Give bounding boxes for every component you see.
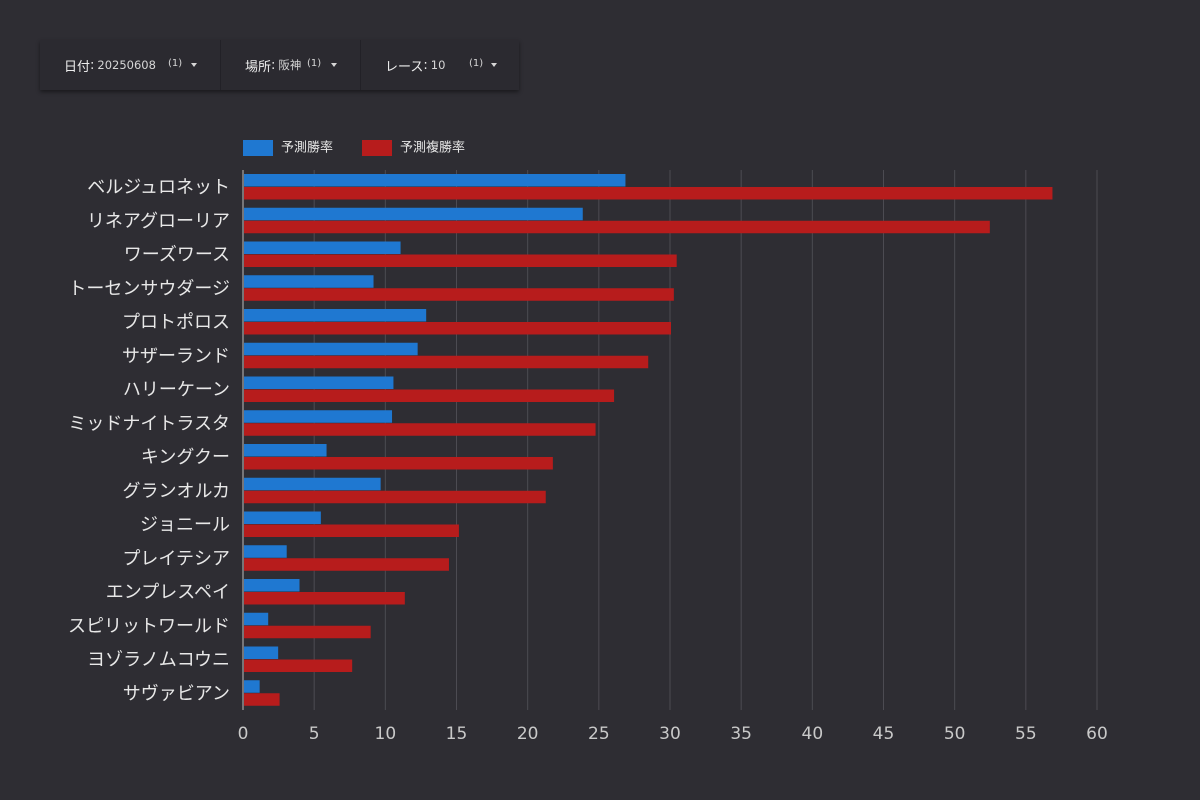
bar-win-rate [244, 275, 374, 288]
category-label: スピリットワールド [68, 616, 230, 637]
x-tick-label: 30 [659, 724, 681, 744]
category-label: リネアグローリア [87, 211, 230, 232]
x-tick-label: 50 [944, 724, 966, 744]
bar-win-rate [244, 342, 418, 356]
filter-race-count: (1) [469, 58, 484, 69]
filter-place-colon: : [271, 57, 276, 73]
bar-place-rate [244, 457, 553, 470]
filter-race-colon: : [423, 57, 428, 73]
bar-place-rate [244, 355, 649, 369]
bar-place-rate [244, 693, 280, 706]
filter-race-dropdown[interactable]: レース: 10 (1) [361, 40, 519, 90]
bar-win-rate [244, 207, 583, 221]
legend-label: 予測複勝率 [400, 140, 465, 156]
category-label: ベルジュロネット [87, 177, 230, 198]
filter-race-label: レース [385, 59, 424, 75]
legend-label: 予測勝率 [281, 140, 333, 156]
x-tick-label: 55 [1015, 724, 1037, 744]
category-label: ハリーケーン [123, 380, 230, 401]
bar-place-rate [244, 625, 371, 639]
x-tick-label: 60 [1086, 724, 1108, 744]
x-tick-label: 35 [730, 724, 752, 744]
bar-win-rate [244, 309, 427, 322]
category-label: ジョニール [140, 515, 230, 536]
x-tick-label: 20 [517, 724, 539, 744]
x-tick-label: 15 [446, 724, 468, 744]
bar-win-rate [244, 579, 300, 592]
bar-win-rate [244, 680, 260, 693]
x-tick-label: 40 [802, 724, 824, 744]
legend-swatch [362, 140, 392, 156]
bar-place-rate [244, 187, 1053, 200]
filter-place-dropdown[interactable]: 場所: 阪神 (1) [221, 40, 361, 90]
chevron-down-icon[interactable] [191, 63, 197, 67]
bar-place-rate [244, 288, 674, 301]
category-label: サヴァビアン [123, 683, 230, 704]
bar-place-rate [244, 592, 405, 605]
filter-date-count: (1) [168, 58, 183, 69]
bar-place-rate [244, 558, 449, 571]
bar-place-rate [244, 423, 596, 436]
x-tick-label: 25 [588, 724, 610, 744]
category-label: エンプレスペイ [106, 582, 230, 603]
filter-place-label: 場所 [245, 59, 272, 75]
bar-place-rate [244, 490, 546, 504]
bar-win-rate [244, 612, 269, 626]
chevron-down-icon[interactable] [491, 63, 497, 67]
category-label: トーセンサウダージ [68, 278, 230, 299]
bar-place-rate [244, 220, 990, 234]
bar-win-rate [244, 511, 321, 524]
bar-win-rate [244, 646, 279, 659]
bar-win-rate [244, 444, 327, 457]
filter-date-label: 日付 [64, 59, 91, 75]
bar-win-rate [244, 376, 394, 389]
category-label: ヨゾラノムコウニ [87, 650, 230, 671]
filter-bar: 日付: 20250608 (1) 場所: 阪神 (1) レース: 10 (1) [40, 40, 519, 90]
bar-place-rate [244, 389, 615, 402]
bar-win-rate [244, 477, 381, 491]
filter-date-value: 20250608 [97, 58, 156, 72]
bar-place-rate [244, 524, 459, 537]
chevron-down-icon[interactable] [331, 63, 337, 67]
x-tick-label: 5 [309, 724, 320, 744]
filter-date-dropdown[interactable]: 日付: 20250608 (1) [40, 40, 221, 90]
filter-place-count: (1) [307, 58, 322, 69]
filter-date-colon: : [90, 57, 95, 73]
bar-win-rate [244, 545, 287, 558]
filter-race-value: 10 [430, 58, 446, 72]
category-label: プロトポロス [122, 312, 230, 333]
x-tick-label: 0 [238, 724, 249, 744]
bar-win-rate [244, 174, 626, 187]
legend-swatch [243, 140, 273, 156]
bar-win-rate [244, 241, 401, 254]
category-label: グランオルカ [123, 481, 230, 502]
category-label: キングクー [141, 447, 230, 468]
category-label: ワーズワース [124, 245, 230, 266]
bar-win-rate [244, 410, 393, 423]
x-tick-label: 45 [873, 724, 895, 744]
bar-place-rate [244, 254, 677, 267]
category-label: プレイテシア [122, 548, 230, 569]
bar-place-rate [244, 322, 671, 335]
bar-place-rate [244, 659, 353, 672]
x-tick-label: 10 [375, 724, 397, 744]
category-label: ミッドナイトラスタ [68, 413, 230, 434]
category-label: サザーランド [122, 346, 230, 367]
filter-place-value: 阪神 [278, 58, 302, 72]
